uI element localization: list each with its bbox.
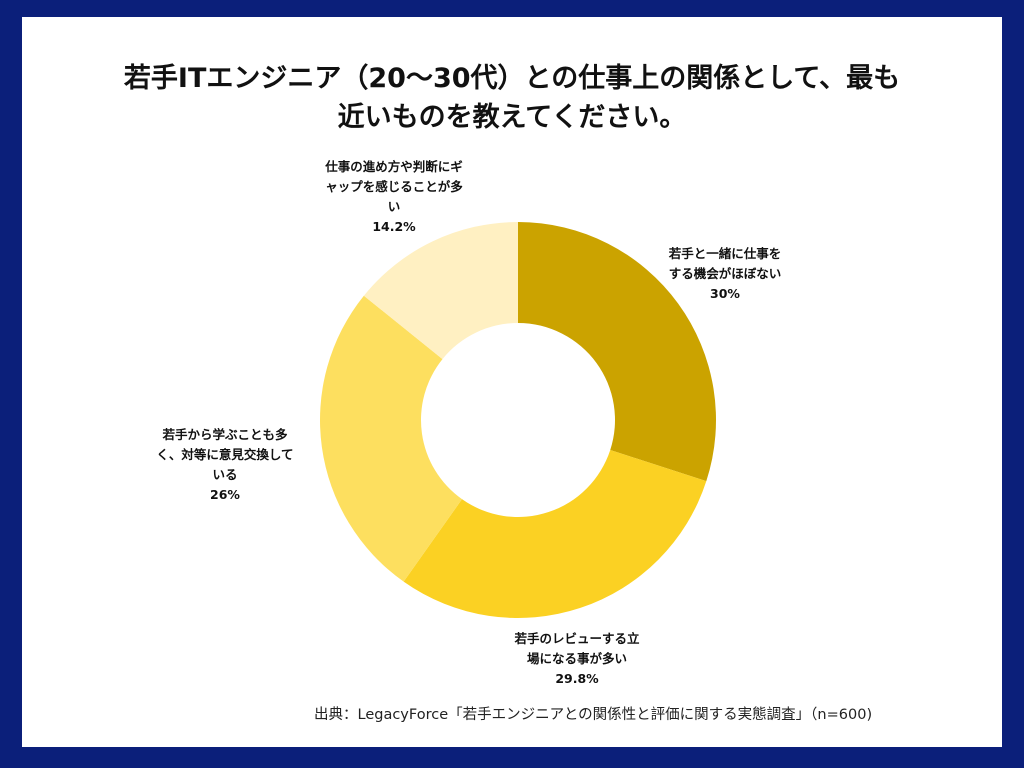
slice-label-3: 仕事の進め方や判断にギ ャップを感じることが多 い 14.2% bbox=[309, 157, 479, 237]
slice-1-line-2: 場になる事が多い bbox=[526, 651, 627, 666]
chart-panel: 若手ITエンジニア（20〜30代）との仕事上の関係として、最も 近いものを教えて… bbox=[22, 17, 1002, 747]
slice-2-value: 26% bbox=[210, 487, 240, 502]
slice-2-line-2: く、対等に意見交換して bbox=[156, 447, 294, 462]
slice-0-line-2: する機会がほぼない bbox=[668, 266, 782, 281]
slice-3-line-2: ャップを感じることが多 bbox=[325, 179, 463, 194]
slice-0-value: 30% bbox=[710, 286, 740, 301]
slice-0-line-1: 若手と一緒に仕事を bbox=[668, 246, 782, 261]
donut-chart bbox=[319, 222, 717, 618]
slice-label-0: 若手と一緒に仕事を する機会がほぼない 30% bbox=[640, 244, 810, 304]
donut-slice-3 bbox=[363, 222, 518, 360]
chart-title: 若手ITエンジニア（20〜30代）との仕事上の関係として、最も 近いものを教えて… bbox=[22, 59, 1002, 137]
slice-1-line-1: 若手のレビューする立 bbox=[514, 631, 640, 646]
source-note: 出典：LegacyForce「若手エンジニアとの関係性と評価に関する実態調査」（… bbox=[314, 707, 873, 723]
donut-slices bbox=[319, 222, 717, 618]
slice-1-value: 29.8% bbox=[555, 671, 599, 686]
slice-3-line-1: 仕事の進め方や判断にギ bbox=[325, 159, 463, 174]
donut-slice-0 bbox=[518, 222, 717, 482]
slice-label-1: 若手のレビューする立 場になる事が多い 29.8% bbox=[492, 629, 662, 689]
slice-3-value: 14.2% bbox=[372, 219, 416, 234]
donut-slice-1 bbox=[403, 449, 707, 618]
donut-slice-2 bbox=[319, 295, 462, 582]
slice-3-line-3: い bbox=[387, 199, 401, 214]
slice-2-line-3: いる bbox=[212, 467, 238, 482]
slice-2-line-1: 若手から学ぶことも多 bbox=[162, 427, 288, 442]
title-line-1: 若手ITエンジニア（20〜30代）との仕事上の関係として、最も bbox=[123, 63, 901, 94]
slice-label-2: 若手から学ぶことも多 く、対等に意見交換して いる 26% bbox=[140, 425, 310, 505]
title-line-2: 近いものを教えてください。 bbox=[337, 102, 687, 133]
